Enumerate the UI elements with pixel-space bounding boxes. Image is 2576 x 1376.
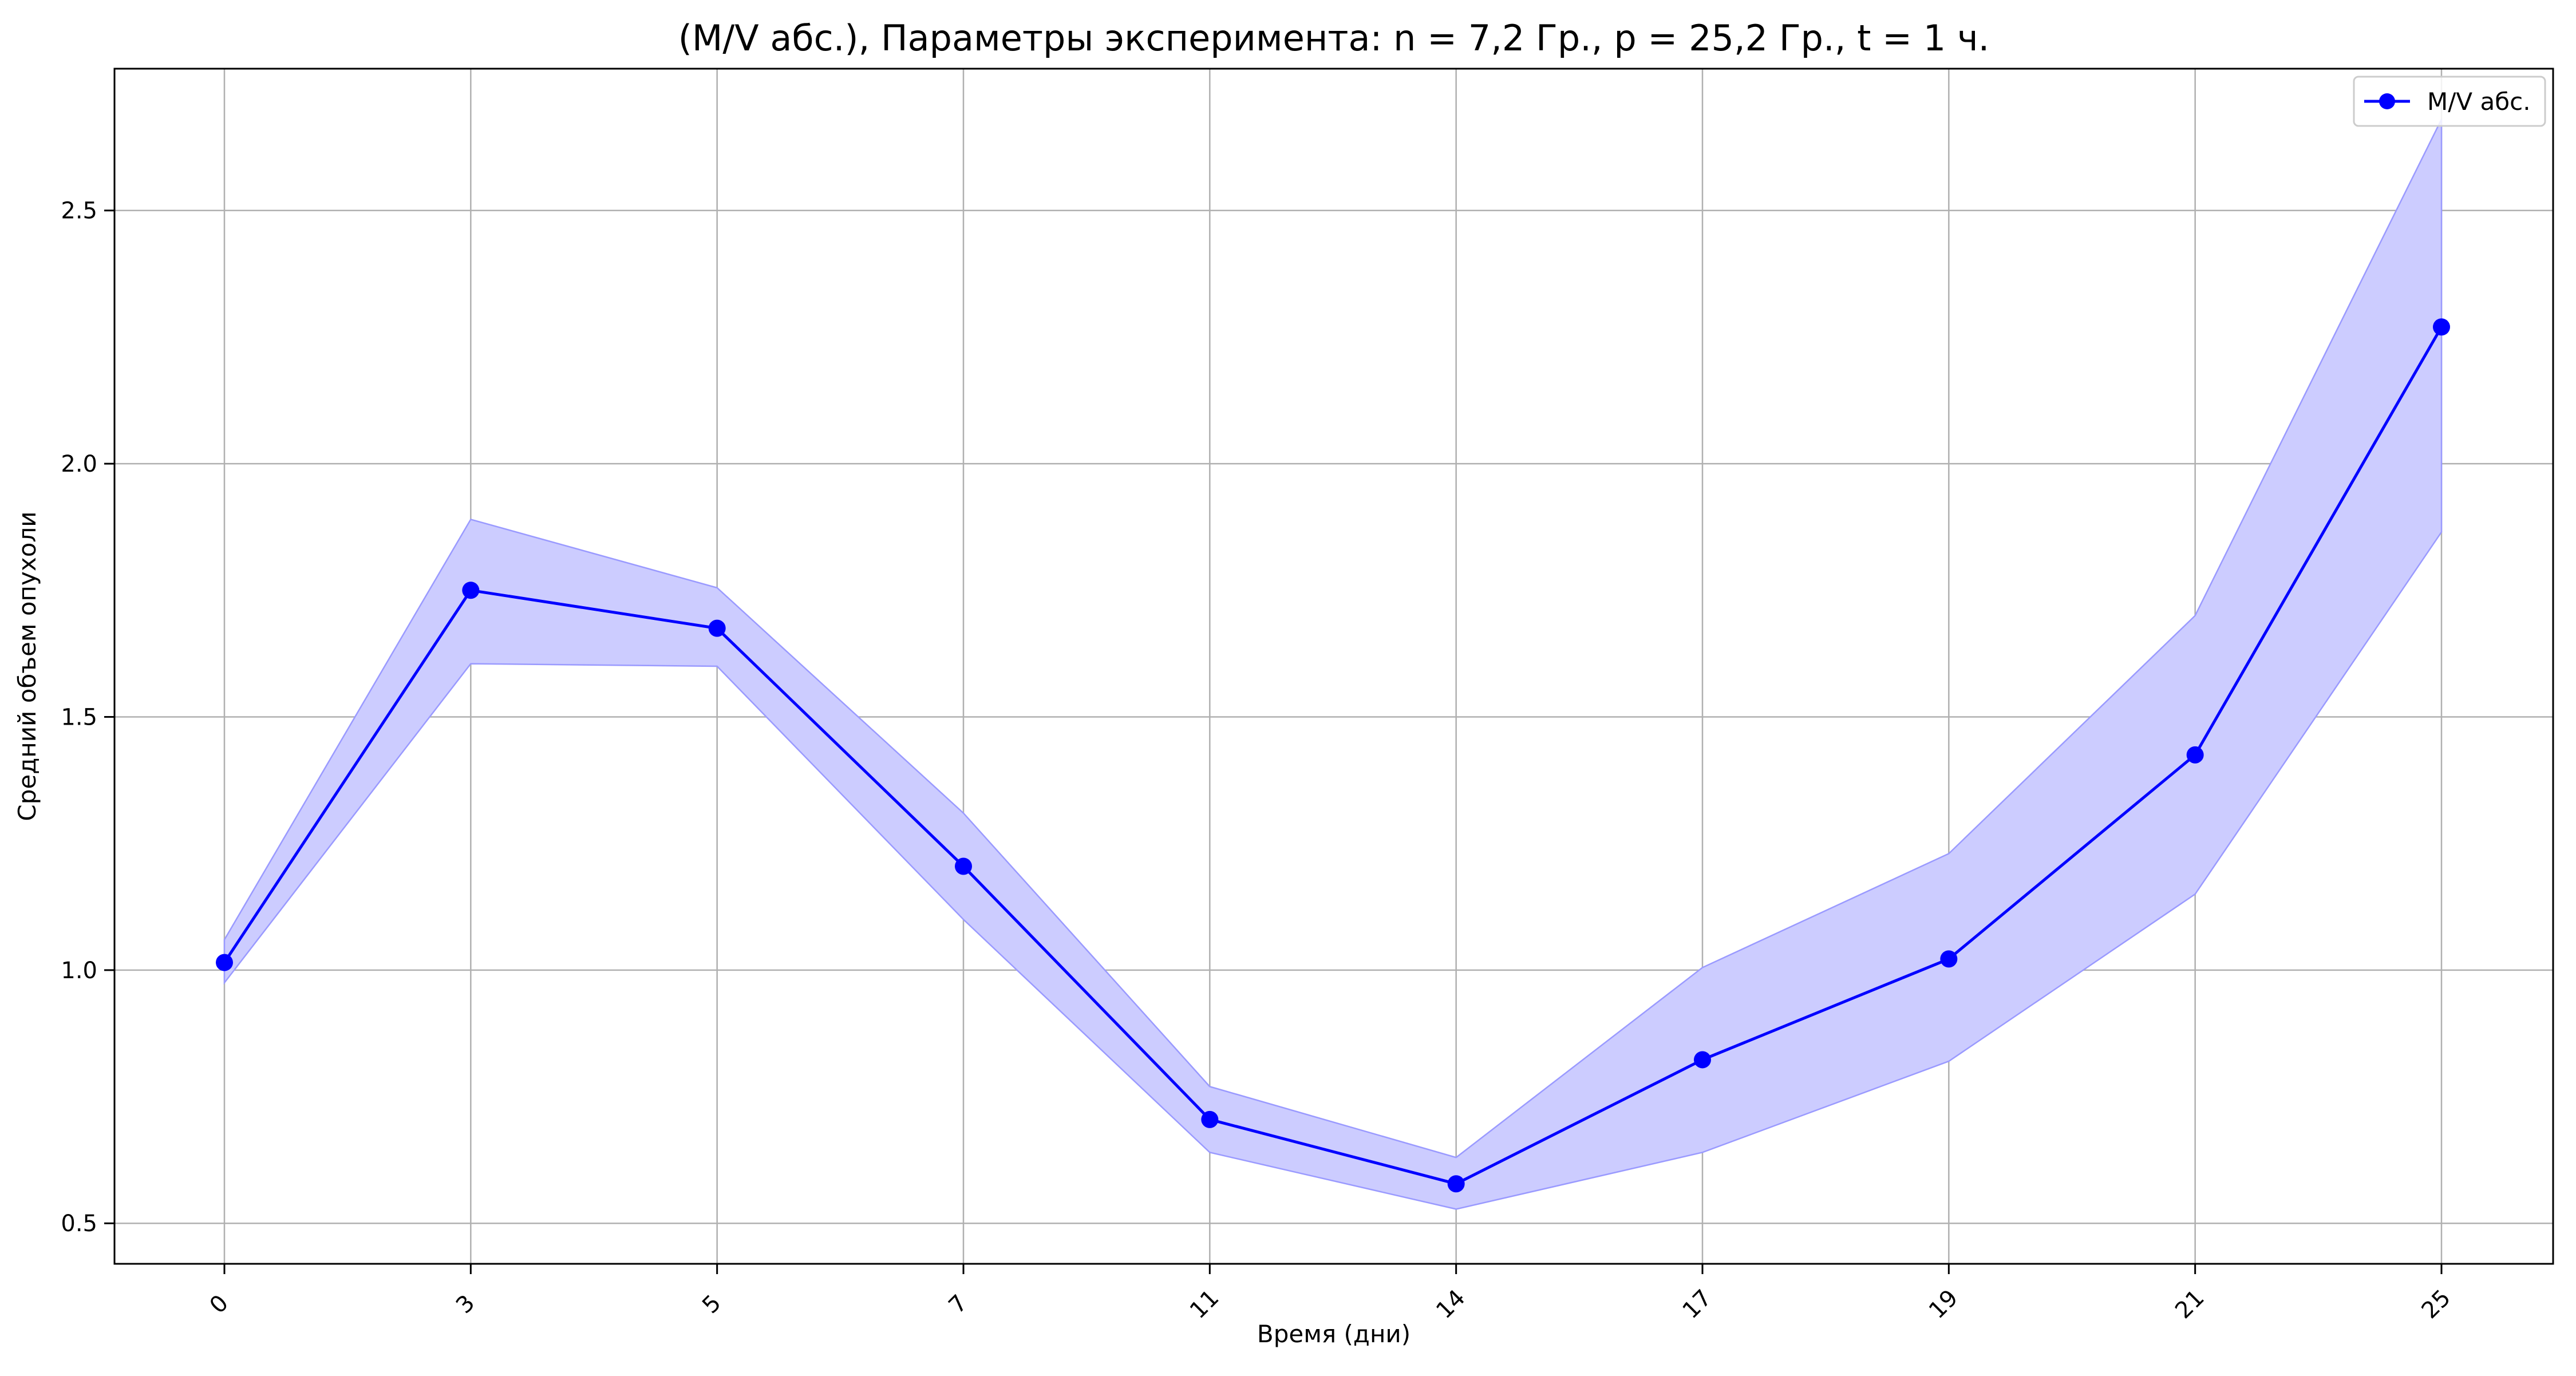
confidence-band-area: [223, 118, 2443, 1210]
data-point: [708, 619, 726, 637]
legend-marker-swatch: [2379, 93, 2395, 109]
series-line: [223, 326, 2443, 1185]
y-tick-label: 1.5: [61, 704, 97, 730]
x-axis-label: Время (дни): [1257, 1320, 1411, 1348]
data-point: [955, 857, 972, 875]
legend: M/V абс.: [2353, 76, 2546, 127]
chart-title: (M/V абс.), Параметры эксперимента: n = …: [678, 17, 1990, 59]
data-point: [2186, 746, 2204, 764]
grid: [114, 69, 2553, 1264]
y-tick-label: 2.0: [61, 451, 97, 477]
series-polyline: [223, 326, 2443, 1185]
y-tick-label: 2.5: [61, 198, 97, 224]
legend-label: M/V абс.: [2427, 88, 2531, 116]
data-point: [462, 582, 480, 599]
confidence-band: [223, 118, 2443, 1210]
data-point: [1940, 950, 1958, 968]
y-axis-ticks: 0.5 1.0 1.5 2.0 2.5: [61, 198, 114, 1237]
series-points: [216, 318, 2450, 1193]
y-tick-label: 1.0: [61, 958, 97, 984]
legend-box: [2353, 76, 2546, 127]
data-point: [1201, 1110, 1219, 1128]
data-point: [1447, 1175, 1465, 1193]
data-point: [2433, 318, 2450, 336]
plot-frame: [113, 68, 2554, 1265]
y-axis-label: Средний объем опухоли: [13, 511, 41, 821]
data-point: [1694, 1051, 1711, 1069]
data-point: [216, 954, 233, 971]
y-tick-label: 0.5: [61, 1211, 97, 1237]
